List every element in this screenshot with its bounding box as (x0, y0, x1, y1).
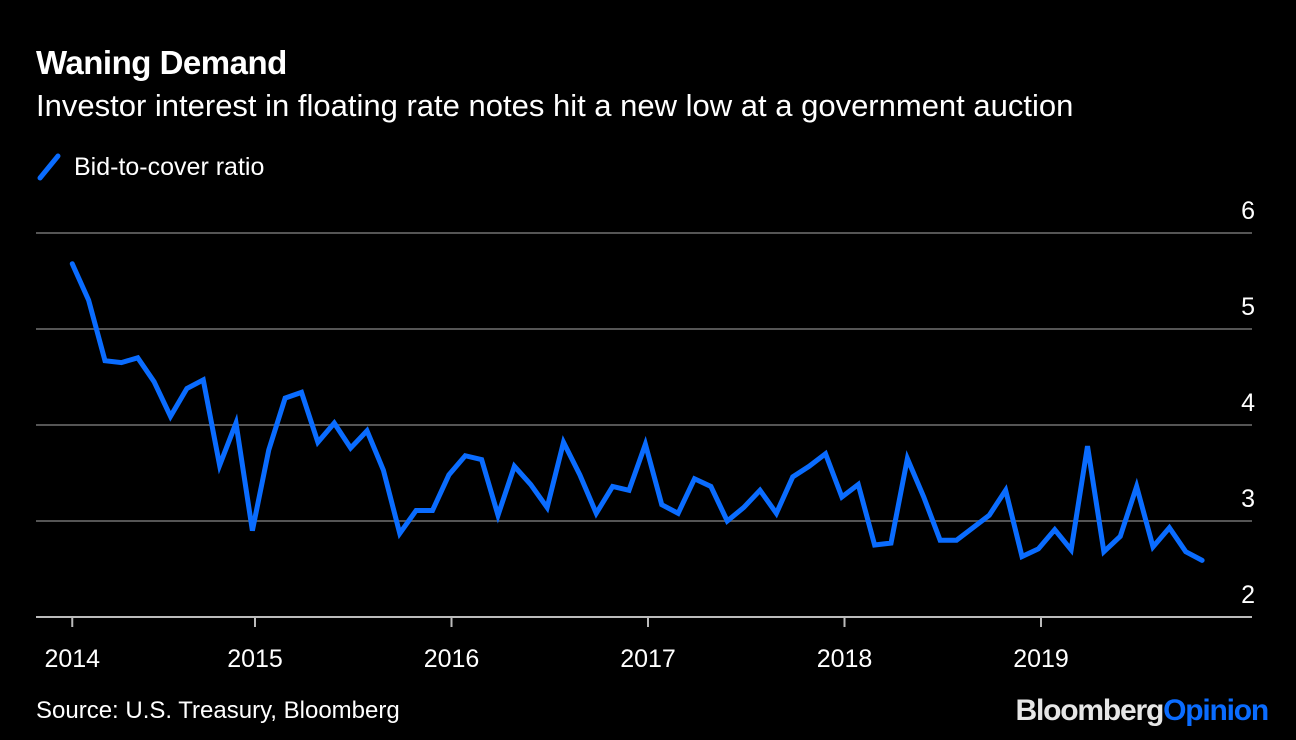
source-note: Source: U.S. Treasury, Bloomberg (36, 697, 400, 724)
x-tick-label: 2019 (1013, 645, 1069, 673)
legend: Bid-to-cover ratio (36, 152, 264, 182)
x-tick-label: 2015 (227, 645, 283, 673)
y-tick-label: 5 (1241, 293, 1255, 321)
x-tick-label: 2017 (620, 645, 676, 673)
y-tick-label: 6 (1241, 197, 1255, 225)
chart-subtitle: Investor interest in floating rate notes… (36, 88, 1074, 123)
legend-label: Bid-to-cover ratio (74, 152, 265, 181)
legend-line-icon (37, 153, 61, 181)
x-tick-label: 2016 (424, 645, 480, 673)
y-tick-label: 4 (1241, 389, 1255, 417)
y-tick-label: 3 (1241, 485, 1255, 513)
series-line-bid-to-cover (69, 261, 1205, 563)
x-tick-label: 2018 (817, 645, 873, 673)
bloomberg-opinion-logo: BloombergOpinion (1015, 694, 1270, 727)
y-tick-label: 2 (1241, 581, 1255, 609)
chart-title: Waning Demand (36, 44, 287, 81)
x-tick-label: 2014 (44, 645, 100, 673)
